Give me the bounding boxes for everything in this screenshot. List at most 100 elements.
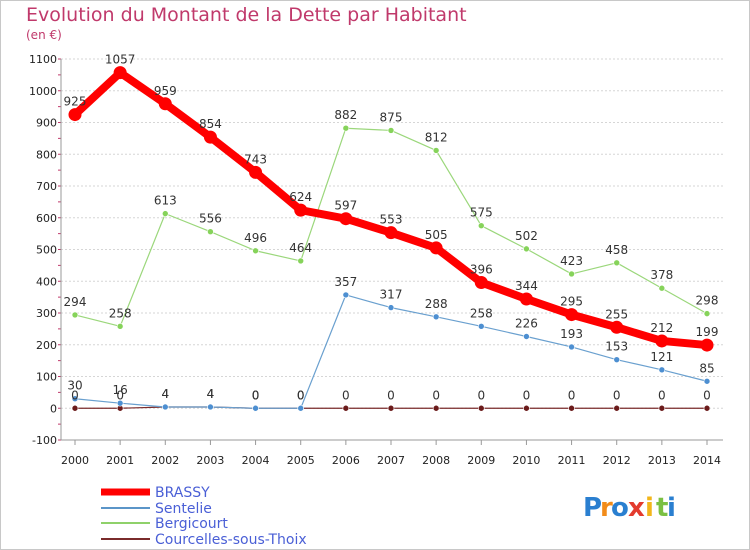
data-label: 4	[161, 387, 169, 401]
data-point	[523, 333, 530, 340]
data-label: 575	[470, 206, 493, 220]
x-tick-label: 2006	[332, 454, 360, 467]
proxiti-logo: Pro x i ti	[583, 493, 676, 523]
data-label: 396	[470, 263, 493, 277]
data-label: 1057	[105, 53, 136, 67]
data-point	[613, 356, 621, 363]
series-lines	[68, 66, 714, 412]
data-point	[116, 323, 124, 330]
data-label: 423	[560, 254, 583, 268]
data-point	[703, 310, 711, 317]
data-point	[68, 108, 82, 122]
x-tick-label: 2002	[151, 454, 179, 467]
data-point	[387, 404, 395, 412]
x-tick-label: 2005	[287, 454, 315, 467]
data-point	[658, 404, 666, 412]
data-point	[477, 404, 485, 412]
data-label: 16	[113, 383, 128, 397]
data-label: 4	[207, 387, 215, 401]
chart-title: Evolution du Montant de la Dette par Hab…	[26, 4, 467, 26]
data-label: 255	[605, 307, 628, 321]
y-tick-label: 400	[36, 275, 57, 288]
data-label: 30	[67, 379, 82, 393]
legend-label: Courcelles-sous-Thoix	[155, 532, 307, 548]
data-point	[203, 130, 217, 144]
x-tick-label: 2008	[422, 454, 450, 467]
data-label: 0	[432, 388, 440, 402]
logo-letter: i	[667, 493, 676, 523]
data-point	[429, 241, 443, 255]
data-label: 458	[605, 243, 628, 257]
data-labels: 0 0 4 4 0 0 0 0 0 0 0 0 0 0 030 16 4 4 0 035731728825822619…	[64, 53, 719, 403]
data-label: 344	[515, 279, 538, 293]
data-point	[523, 404, 530, 412]
data-point	[342, 404, 350, 412]
data-label: 85	[699, 361, 714, 375]
data-label: 0	[297, 388, 305, 402]
data-point	[158, 97, 172, 111]
data-point	[161, 210, 169, 217]
data-label: 121	[650, 350, 673, 364]
data-point	[477, 222, 485, 229]
data-label: 959	[154, 84, 177, 98]
x-tick-label: 2007	[377, 454, 405, 467]
data-label: 0	[658, 388, 666, 402]
x-tick-label: 2004	[242, 454, 270, 467]
data-point	[116, 399, 124, 407]
logo-letter: i	[645, 493, 654, 523]
y-tick-label: 800	[36, 148, 57, 161]
data-label: 875	[380, 110, 403, 124]
axes: -100010020030040050060070080090010001100…	[29, 53, 723, 467]
data-point	[477, 323, 485, 330]
data-point	[655, 334, 669, 348]
data-point	[252, 247, 259, 255]
data-label: 153	[605, 340, 628, 354]
data-label: 0	[568, 388, 576, 402]
data-label: 0	[703, 388, 711, 402]
data-label: 357	[334, 275, 357, 289]
data-point	[658, 366, 666, 374]
logo-letter: o	[611, 493, 629, 523]
logo-letter: t	[656, 493, 668, 523]
data-label: 0	[523, 388, 531, 402]
y-tick-label: -100	[32, 434, 57, 447]
chart-subtitle: (en €)	[26, 28, 62, 42]
data-point	[387, 304, 395, 311]
data-label: 925	[64, 95, 87, 109]
data-label: 294	[64, 295, 87, 309]
y-tick-label: 300	[36, 307, 57, 320]
data-label: 743	[244, 152, 267, 166]
data-point	[568, 343, 575, 351]
y-tick-label: 600	[36, 212, 57, 225]
data-point	[568, 404, 575, 412]
data-label: 226	[515, 316, 538, 330]
x-tick-label: 2012	[603, 454, 631, 467]
y-tick-label: 500	[36, 244, 57, 257]
data-label: 0	[477, 388, 485, 402]
data-point	[703, 377, 711, 385]
data-label: 258	[470, 306, 493, 320]
y-tick-label: 200	[36, 339, 57, 352]
y-tick-label: 1100	[29, 53, 57, 66]
logo-letter: r	[600, 493, 613, 523]
data-label: 298	[696, 294, 719, 308]
legend-label: Sentelie	[155, 501, 212, 517]
data-point	[384, 226, 398, 240]
legend-label: Bergicourt	[155, 516, 228, 532]
x-tick-label: 2000	[61, 454, 89, 467]
data-label: 613	[154, 194, 177, 208]
data-point	[610, 320, 624, 334]
legend-label: BRASSY	[155, 485, 210, 501]
data-label: 556	[199, 212, 222, 226]
data-point	[387, 127, 395, 134]
data-label: 502	[515, 229, 538, 243]
data-point	[207, 228, 214, 236]
y-tick-label: 1000	[29, 85, 57, 98]
data-label: 496	[244, 231, 267, 245]
y-tick-label: 100	[36, 371, 57, 384]
data-label: 505	[425, 228, 448, 242]
data-label: 854	[199, 117, 222, 131]
data-point	[523, 245, 530, 253]
